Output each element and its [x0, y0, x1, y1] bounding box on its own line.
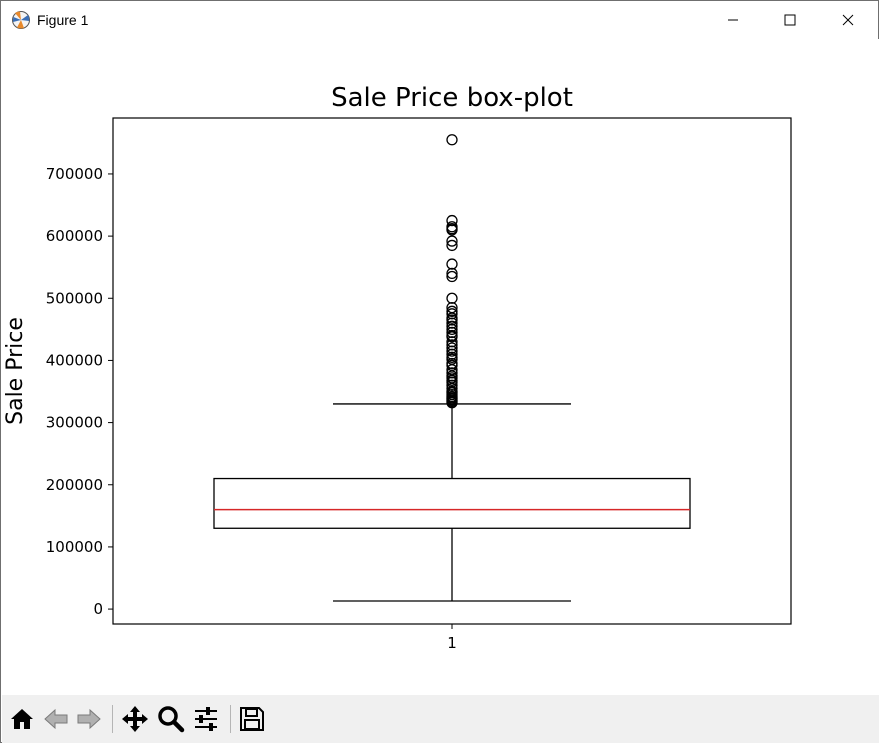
outlier-point — [446, 267, 458, 280]
back-arrow-icon — [44, 708, 68, 730]
forward-button[interactable] — [75, 705, 103, 733]
plot-area: 0 100000 200000 300000 400000 500000 600000 700… — [46, 117, 792, 652]
zoom-button[interactable] — [157, 705, 185, 733]
y-tick-label: 200000 — [46, 476, 103, 494]
navigation-toolbar — [2, 695, 879, 743]
matplotlib-figure-icon — [12, 11, 30, 29]
y-tick-label: 700000 — [46, 165, 103, 183]
y-tick-label: 600000 — [46, 227, 103, 245]
outlier-point — [446, 314, 458, 326]
toolbar-separator — [230, 705, 231, 733]
outlier-point — [446, 270, 458, 283]
pan-move-icon — [122, 706, 148, 732]
iqr-box — [213, 477, 691, 529]
outlier-point — [446, 342, 458, 354]
boxplot-chart: Sale Price box-plot Sale Price 0 100000 20… — [3, 83, 792, 652]
home-icon — [11, 709, 33, 729]
close-button[interactable] — [819, 1, 877, 39]
chart-title: Sale Price box-plot — [331, 83, 573, 113]
y-tick-label: 0 — [93, 600, 103, 618]
zoom-magnifier-icon — [158, 706, 185, 733]
y-tick-label: 300000 — [46, 414, 103, 432]
outlier-point — [446, 397, 458, 409]
maximize-button[interactable] — [761, 1, 819, 39]
outlier-point — [446, 224, 458, 236]
outlier-point — [446, 239, 458, 252]
outlier-point — [446, 336, 458, 348]
axes-frame — [112, 117, 792, 625]
outlier-point — [446, 339, 458, 351]
outlier-point — [446, 348, 458, 360]
minimize-icon — [728, 19, 738, 21]
y-axis-label: Sale Price — [3, 317, 28, 425]
close-icon — [842, 14, 854, 26]
outlier-point — [446, 214, 458, 227]
outlier-point — [446, 235, 458, 247]
outlier-point — [446, 292, 458, 304]
minimize-button[interactable] — [704, 1, 762, 39]
toolbar-separator — [112, 705, 113, 733]
forward-arrow-icon — [77, 708, 101, 730]
outlier-point — [446, 379, 458, 391]
save-floppy-icon — [240, 707, 264, 731]
configure-subplots-icon — [195, 707, 217, 731]
outlier-point — [446, 326, 458, 339]
maximize-icon — [784, 14, 796, 26]
back-button[interactable] — [42, 705, 70, 733]
figure-canvas[interactable]: Sale Price box-plot Sale Price 0 100000 20… — [2, 39, 879, 695]
outlier-point — [446, 367, 458, 379]
y-tick-label: 100000 — [46, 538, 103, 556]
home-button[interactable] — [8, 705, 36, 733]
title-bar[interactable]: Figure 1 — [1, 1, 878, 39]
outlier-point — [446, 345, 458, 357]
save-button[interactable] — [238, 705, 266, 733]
configure-subplots-button[interactable] — [192, 705, 220, 733]
outlier-point — [446, 331, 458, 343]
outlier-point — [446, 317, 458, 329]
outlier-point — [446, 323, 458, 336]
x-tick-label: 1 — [447, 634, 457, 652]
pan-button[interactable] — [121, 705, 149, 733]
window-title: Figure 1 — [37, 12, 89, 28]
y-tick-label: 500000 — [46, 289, 103, 307]
y-tick-label: 400000 — [46, 351, 103, 369]
outlier-point — [446, 134, 458, 146]
outlier-point — [446, 258, 458, 270]
outlier-point — [446, 308, 458, 320]
